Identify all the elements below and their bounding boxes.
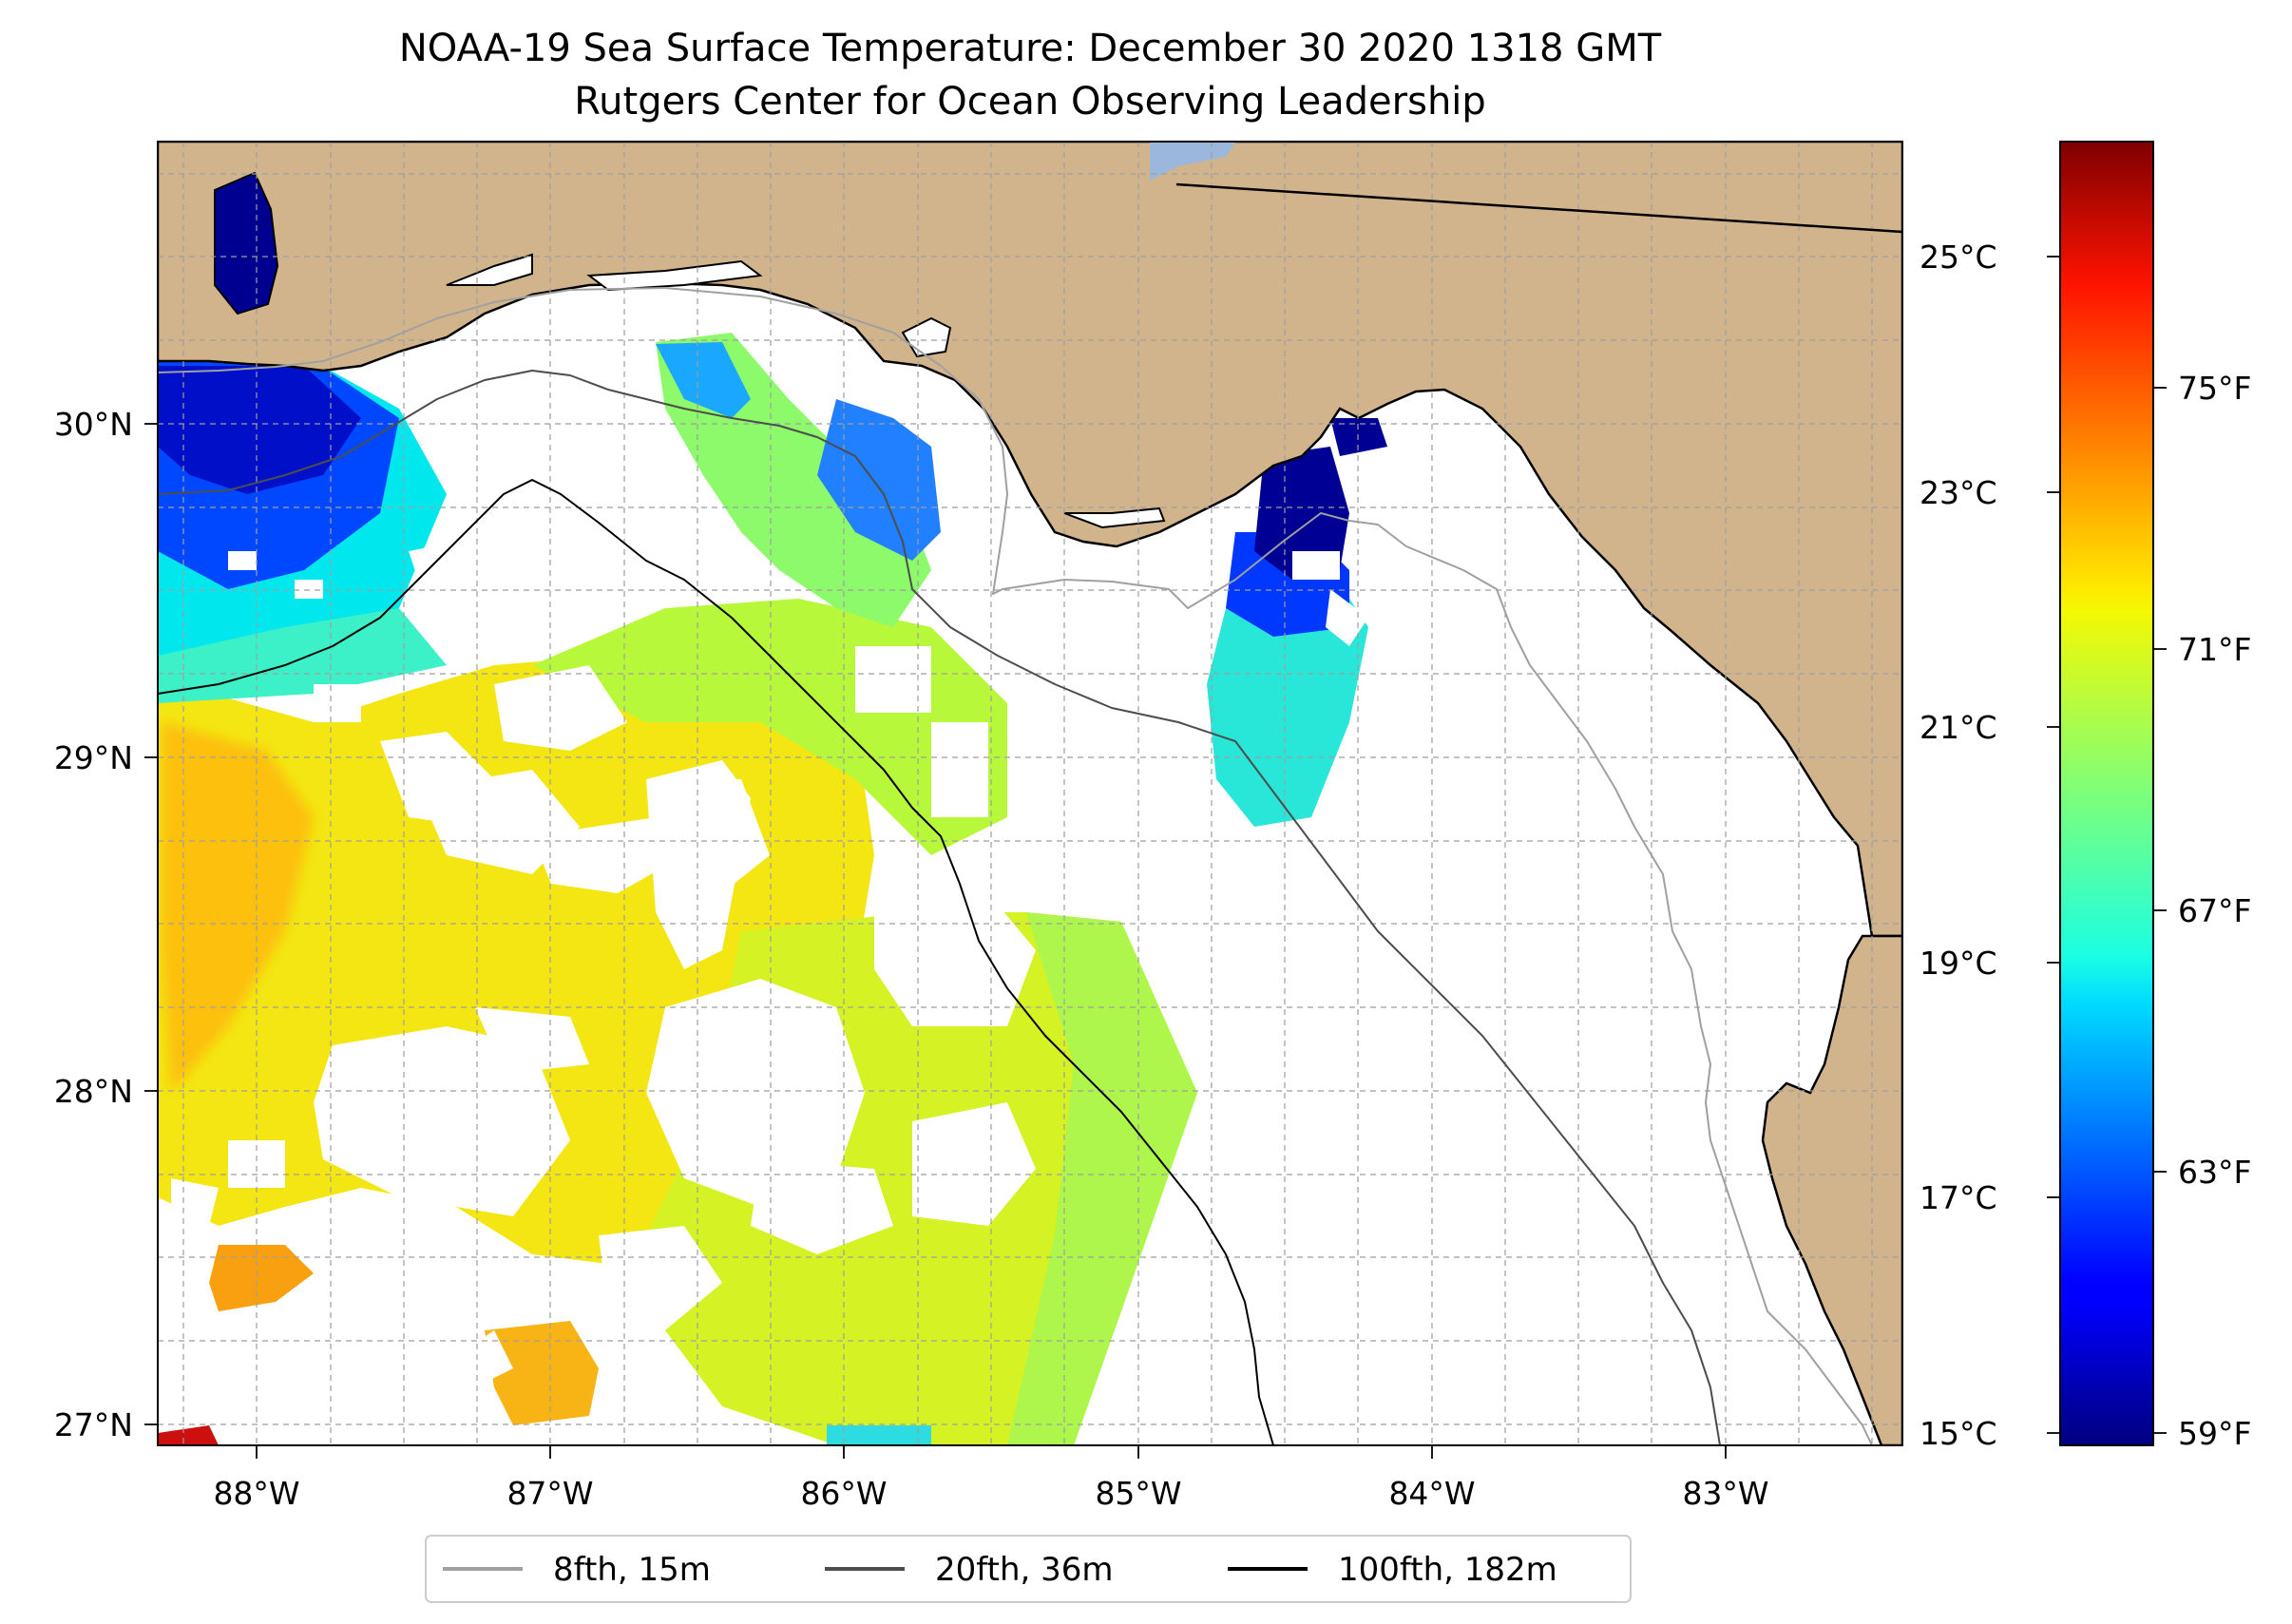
map-frame: [157, 141, 1903, 1446]
lon-tick-label: 86°W: [800, 1475, 887, 1512]
cloud-gaps: [171, 542, 1368, 1387]
mobile-bay-water: [214, 171, 279, 315]
fahrenheit-tick-label: 63°F: [2178, 1154, 2251, 1191]
colorbar-gradient: [2059, 141, 2154, 1446]
gap-21: [1292, 551, 1340, 580]
fahrenheit-tick-label: 59°F: [2178, 1415, 2251, 1452]
legend-label-8fth: 8fth, 15m: [553, 1551, 711, 1589]
lat-tick-label: 27°N: [54, 1406, 133, 1443]
sst-south-cyan: [827, 1425, 931, 1445]
sst-warm-sw: [209, 1245, 314, 1311]
gap-10: [874, 893, 1036, 1026]
gap-13: [912, 1102, 1036, 1226]
land-florida-peninsula: [1761, 934, 1902, 1445]
gap-2: [494, 665, 627, 751]
sst-nw-darkblue: [158, 366, 361, 494]
gap-20: [409, 542, 475, 608]
sst-red-corner: [158, 1425, 219, 1445]
gap-12: [751, 1159, 893, 1254]
gap-4: [532, 817, 684, 893]
lat-tick-label: 29°N: [54, 739, 133, 776]
axis-ticks: [144, 423, 1727, 1459]
sst-east-blue: [817, 399, 941, 561]
sst-apalachee-cyan: [1207, 570, 1368, 827]
fahrenheit-tick-label: 67°F: [2178, 892, 2251, 929]
fahrenheit-tick-label: 75°F: [2178, 370, 2251, 407]
celsius-tick-label: 25°C: [1920, 239, 1997, 276]
inland-water: [446, 253, 1166, 529]
gap-8: [646, 979, 865, 1207]
lat-tick-label: 30°N: [54, 406, 133, 443]
sst-nw-cyan-strip: [158, 608, 447, 703]
gap-17: [855, 646, 931, 713]
map-subtitle: Rutgers Center for Ocean Observing Leade…: [574, 80, 1486, 124]
sst-west-orange: [162, 722, 314, 1093]
sst-desoto-blue: [656, 342, 751, 418]
lat-tick-labels: 30°N 29°N 28°N 27°N: [54, 406, 133, 1443]
isobath-8fth: [158, 287, 1873, 1445]
state-boundary: [1175, 182, 1902, 234]
celsius-tick-label: 21°C: [1920, 709, 1997, 746]
gridlines: [158, 142, 1902, 1445]
gap-6: [314, 1026, 570, 1216]
lat-tick-label: 28°N: [54, 1073, 133, 1110]
isobaths: [158, 287, 1873, 1445]
lon-tick-label: 87°W: [506, 1475, 593, 1512]
lon-tick-label: 85°W: [1095, 1475, 1181, 1512]
map-panel: [158, 142, 1902, 1445]
gap-11: [599, 1226, 722, 1330]
gap-24: [931, 722, 988, 817]
gap-18: [228, 551, 257, 570]
pensacola-bay: [446, 253, 533, 286]
lon-tick-label: 83°W: [1682, 1475, 1768, 1512]
map-title: NOAA-19 Sea Surface Temperature: Decembe…: [399, 27, 1662, 70]
sst-warm-s: [485, 1321, 599, 1425]
gap-1: [314, 684, 361, 722]
legend-label-100fth: 100fth, 182m: [1338, 1551, 1557, 1589]
celsius-tick-label: 15°C: [1920, 1415, 1997, 1452]
sst-apalachee-top: [1330, 418, 1387, 456]
sst-south-swath-edge: [1007, 912, 1197, 1445]
isobath-100fth: [158, 479, 1274, 1445]
celsius-tick-label: 19°C: [1920, 945, 1997, 982]
lon-tick-label: 84°W: [1388, 1475, 1475, 1512]
gap-19: [295, 580, 323, 599]
fahrenheit-tick-label: 71°F: [2178, 631, 2251, 668]
legend-box: [425, 1535, 1632, 1603]
lake-water: [1150, 143, 1235, 181]
isobath-20fth: [158, 370, 1721, 1445]
gap-7: [475, 1007, 589, 1074]
celsius-tick-label: 23°C: [1920, 474, 1997, 511]
gap-22: [1326, 589, 1368, 646]
lon-tick-label: 88°W: [213, 1475, 299, 1512]
legend-label-20fth: 20fth, 36m: [935, 1551, 1114, 1589]
colorbar: 15°C 17°C 19°C 21°C 23°C 25°C 59°F 63°F …: [1920, 141, 2251, 1452]
gap-9: [646, 760, 751, 969]
isobath-legend: 8fth, 15m 20fth, 36m 100fth, 182m: [425, 1535, 1632, 1603]
apalachicola-bay: [1063, 506, 1166, 529]
lon-tick-labels: 88°W 87°W 86°W 85°W 84°W 83°W: [213, 1475, 1768, 1512]
gap-14: [228, 1140, 285, 1188]
celsius-tick-label: 17°C: [1920, 1179, 1997, 1216]
gap-23: [1007, 817, 1055, 903]
